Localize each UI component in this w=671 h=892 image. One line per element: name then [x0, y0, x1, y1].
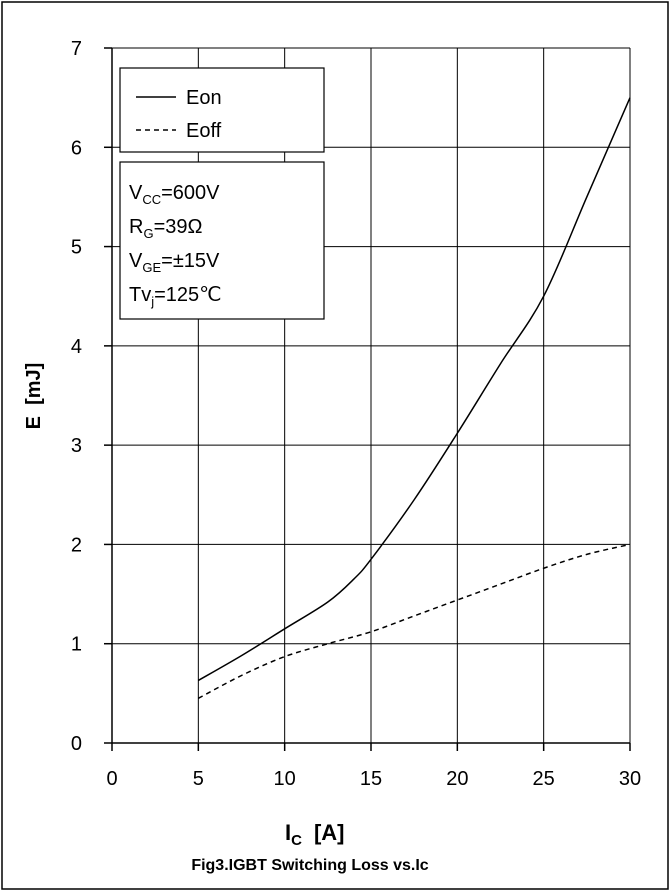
- x-tick-label: 0: [106, 768, 117, 790]
- condition-line: Tvj=125℃: [129, 284, 222, 309]
- series-line-eoff: [197, 543, 631, 699]
- x-axis-label-sub: C: [291, 832, 302, 849]
- legend-label-eoff: Eoff: [186, 120, 222, 142]
- y-tick-label: 1: [71, 634, 82, 656]
- axes: [104, 47, 631, 751]
- x-axis-label-unit: [A]: [314, 820, 345, 845]
- y-tick-label: 2: [71, 534, 82, 556]
- y-tick-label: 0: [71, 733, 82, 755]
- x-tick-label: 20: [446, 768, 468, 790]
- y-tick-label: 5: [71, 237, 82, 259]
- series-line-eon: [197, 97, 631, 682]
- condition-line: VCC=600V: [129, 182, 220, 207]
- y-axis-label: E [mJ]: [23, 363, 45, 430]
- conditions: VCC=600V RG=39Ω VGE=±15V Tvj=125℃: [129, 182, 222, 309]
- x-tick-label: 30: [619, 768, 641, 790]
- conditions-box: [119, 161, 325, 320]
- x-axis-label-main: I: [285, 820, 291, 845]
- condition-line: VGE=±15V: [129, 250, 220, 275]
- legend: Eon Eoff: [136, 87, 222, 142]
- x-axis-label: IC [A]: [285, 820, 345, 849]
- y-tick-label: 4: [71, 336, 82, 358]
- x-tick-label: 15: [360, 768, 382, 790]
- series-lines: [197, 97, 631, 699]
- x-tick-label: 5: [193, 768, 204, 790]
- condition-line: RG=39Ω: [129, 216, 203, 241]
- tick-labels: 0 1 2 3 4 5 6 7 0 5 10 15 20 25 30: [71, 38, 641, 790]
- legend-label-eon: Eon: [186, 87, 222, 109]
- y-tick-label: 6: [71, 137, 82, 159]
- x-tick-label: 25: [533, 768, 555, 790]
- legend-box: [119, 67, 325, 153]
- x-tick-label: 10: [274, 768, 296, 790]
- y-tick-label: 3: [71, 435, 82, 457]
- chart-title: Fig3.IGBT Switching Loss vs.Ic: [191, 857, 428, 874]
- y-tick-label: 7: [71, 38, 82, 60]
